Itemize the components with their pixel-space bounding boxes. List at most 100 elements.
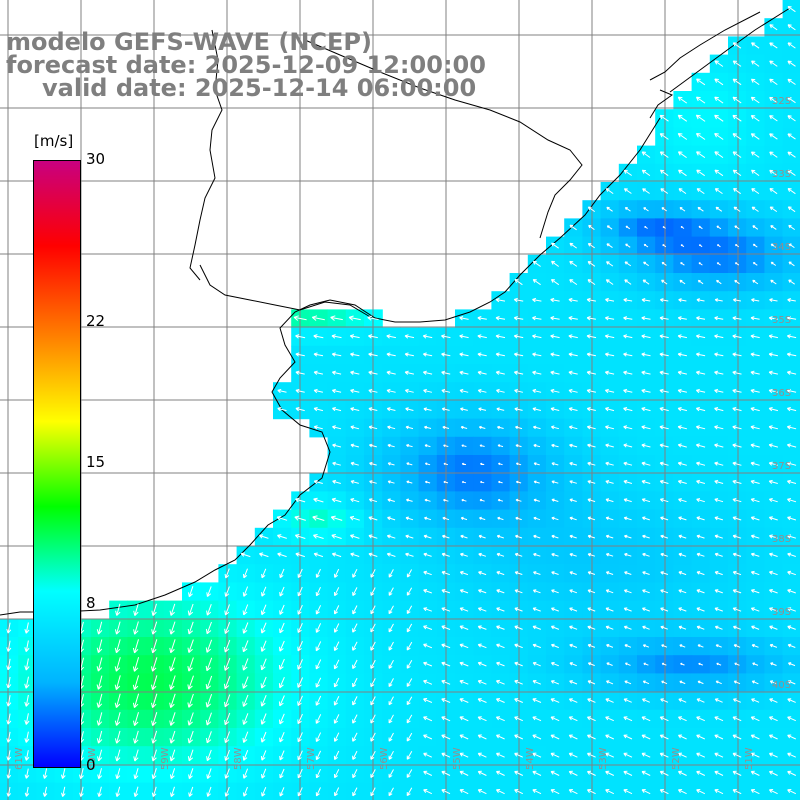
- wind-arrow: [677, 734, 687, 740]
- wind-arrow: [532, 625, 541, 630]
- wind-arrow: [514, 789, 524, 795]
- wind-arrow: [659, 407, 669, 412]
- wind-arrow: [169, 749, 176, 762]
- wind-arrow: [441, 552, 450, 557]
- wind-arrow: [370, 641, 376, 651]
- wind-arrow: [641, 352, 651, 357]
- wind-arrow: [624, 261, 632, 267]
- wind-arrow: [750, 461, 760, 466]
- wind-arrow: [642, 680, 650, 685]
- wind-arrow: [786, 370, 797, 375]
- wind-arrow: [279, 640, 285, 652]
- wind-arrow: [260, 695, 267, 707]
- wind-arrow: [513, 352, 524, 357]
- wind-arrow: [605, 480, 614, 484]
- wind-arrow: [406, 569, 413, 578]
- wind-arrow: [422, 370, 433, 375]
- wind-arrow: [313, 352, 324, 357]
- wind-arrow: [659, 370, 669, 375]
- wind-arrow: [515, 480, 522, 484]
- wind-arrow: [261, 787, 267, 797]
- border-north: [189, 29, 223, 281]
- wind-arrow: [550, 316, 560, 321]
- wind-arrow: [732, 133, 742, 140]
- wind-arrow: [370, 678, 376, 688]
- wind-arrow: [151, 749, 157, 762]
- wind-arrow: [514, 552, 523, 557]
- wind-arrow: [532, 425, 541, 430]
- wind-arrow: [750, 425, 760, 430]
- wind-arrow: [786, 316, 797, 321]
- wind-arrow: [514, 625, 523, 630]
- wind-arrow: [641, 498, 651, 503]
- wind-arrow: [750, 734, 760, 740]
- wind-arrow: [279, 604, 285, 615]
- wind-arrow: [732, 352, 742, 357]
- wind-arrow: [496, 552, 505, 557]
- wind-arrow: [79, 786, 84, 797]
- wind-arrow: [496, 534, 504, 539]
- wind-arrow: [714, 370, 724, 375]
- wind-arrow: [441, 607, 451, 612]
- wind-arrow: [769, 589, 778, 594]
- wind-arrow: [641, 407, 651, 412]
- wind-arrow: [604, 334, 615, 339]
- wind-arrow: [623, 425, 633, 430]
- wind-arrow: [733, 680, 741, 685]
- wind-arrow: [551, 534, 559, 539]
- wind-arrow: [294, 534, 306, 539]
- wind-arrow: [660, 571, 669, 575]
- wind-arrow: [423, 734, 433, 740]
- wind-arrow: [769, 716, 778, 722]
- wind-arrow: [714, 78, 724, 86]
- coastline-atlantic: [0, 117, 661, 616]
- wind-arrow: [551, 516, 559, 521]
- wind-arrow: [569, 480, 577, 484]
- wind-arrow: [331, 334, 342, 339]
- wind-arrow: [532, 352, 542, 357]
- wind-arrow: [587, 571, 596, 575]
- wind-arrow: [114, 621, 121, 635]
- wind-arrow: [716, 225, 722, 230]
- wind-arrow: [260, 604, 267, 616]
- wind-arrow: [315, 677, 322, 688]
- wind-arrow: [497, 425, 504, 430]
- wind-arrow: [242, 640, 249, 653]
- wind-arrow: [406, 498, 413, 502]
- wind-arrow: [479, 516, 486, 521]
- wind-arrow: [279, 768, 285, 779]
- wind-arrow: [716, 279, 722, 285]
- wind-arrow: [677, 770, 687, 776]
- longitude-label: 55W: [452, 747, 463, 770]
- wind-arrow: [459, 698, 469, 703]
- wind-arrow: [768, 461, 778, 466]
- wind-arrow: [787, 479, 797, 484]
- wind-arrow: [623, 716, 633, 722]
- wind-arrow: [569, 589, 578, 594]
- wind-arrow: [787, 115, 796, 122]
- wind-arrow: [513, 370, 524, 375]
- wind-arrow: [642, 516, 650, 521]
- wind-arrow: [332, 479, 341, 484]
- wind-arrow: [569, 443, 578, 448]
- wind-arrow: [386, 370, 396, 375]
- wind-arrow: [332, 461, 341, 466]
- wind-arrow: [297, 640, 303, 652]
- wind-arrow: [787, 770, 797, 776]
- wind-arrow: [715, 680, 722, 685]
- coastline-river-plate-north: [199, 264, 373, 319]
- wind-arrow: [515, 516, 522, 521]
- wind-arrow: [696, 188, 705, 195]
- wind-arrow: [569, 279, 578, 286]
- wind-arrow: [224, 712, 231, 726]
- longitude-label: 52W: [671, 747, 682, 770]
- wind-arrow: [97, 749, 103, 762]
- wind-arrow: [187, 657, 194, 672]
- wind-arrow: [350, 388, 360, 394]
- wind-arrow: [695, 96, 706, 104]
- wind-arrow: [677, 151, 687, 159]
- wind-arrow: [587, 206, 595, 213]
- wind-arrow: [423, 661, 433, 667]
- wind-arrow: [532, 770, 542, 776]
- wind-arrow: [423, 552, 432, 557]
